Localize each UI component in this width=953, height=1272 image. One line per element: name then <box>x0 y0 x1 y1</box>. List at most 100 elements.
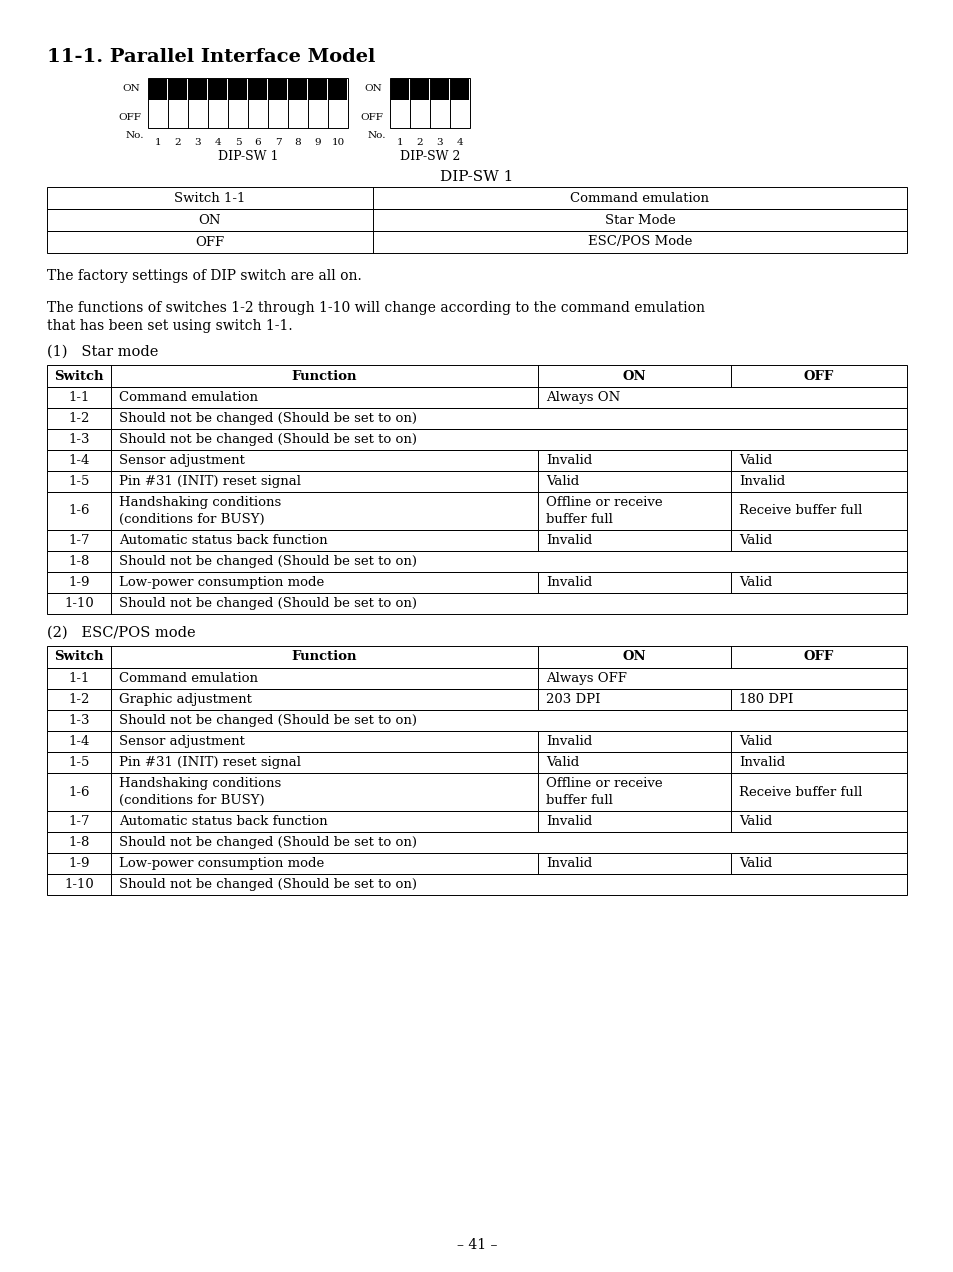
Text: Automatic status back function: Automatic status back function <box>119 534 327 547</box>
Text: Pin #31 (INIT) reset signal: Pin #31 (INIT) reset signal <box>119 756 301 770</box>
Text: Low-power consumption mode: Low-power consumption mode <box>119 576 324 589</box>
Text: Valid: Valid <box>739 454 771 467</box>
Text: Receive buffer full: Receive buffer full <box>739 786 862 799</box>
Text: (2)   ESC/POS mode: (2) ESC/POS mode <box>47 626 195 640</box>
Bar <box>47 710 906 731</box>
Text: Valid: Valid <box>739 576 771 589</box>
Text: Valid: Valid <box>739 534 771 547</box>
Text: Switch: Switch <box>54 369 104 383</box>
Bar <box>249 79 267 100</box>
Bar <box>47 492 906 530</box>
Bar <box>47 232 906 253</box>
Bar <box>47 773 906 812</box>
Text: ESC/POS Mode: ESC/POS Mode <box>587 235 692 248</box>
Text: The functions of switches 1-2 through 1-10 will change according to the command : The functions of switches 1-2 through 1-… <box>47 301 704 315</box>
Text: ON: ON <box>122 84 139 93</box>
Text: ON: ON <box>622 650 645 664</box>
Text: 1-10: 1-10 <box>64 878 93 890</box>
Text: 1-6: 1-6 <box>69 786 90 799</box>
Bar <box>47 471 906 492</box>
Bar <box>451 79 469 100</box>
Text: Automatic status back function: Automatic status back function <box>119 815 327 828</box>
Bar <box>47 209 906 232</box>
Bar <box>47 689 906 710</box>
Text: 1-5: 1-5 <box>69 474 90 488</box>
Text: Offline or receive: Offline or receive <box>545 777 662 790</box>
Text: 1-10: 1-10 <box>64 597 93 611</box>
Text: 1-2: 1-2 <box>69 412 90 425</box>
Bar <box>47 387 906 408</box>
Text: 1-3: 1-3 <box>69 432 90 446</box>
Bar <box>47 429 906 450</box>
Text: (conditions for BUSY): (conditions for BUSY) <box>119 794 264 806</box>
Bar <box>47 365 906 387</box>
Text: 1-4: 1-4 <box>69 735 90 748</box>
Bar <box>269 79 287 100</box>
Bar <box>47 551 906 572</box>
Text: 203 DPI: 203 DPI <box>545 693 599 706</box>
Text: (conditions for BUSY): (conditions for BUSY) <box>119 513 264 525</box>
Text: 2: 2 <box>174 137 181 148</box>
Bar <box>391 79 409 100</box>
Text: Should not be changed (Should be set to on): Should not be changed (Should be set to … <box>119 597 416 611</box>
Bar <box>148 78 348 128</box>
Text: Valid: Valid <box>739 735 771 748</box>
Text: Function: Function <box>292 650 356 664</box>
Text: 1: 1 <box>396 137 403 148</box>
Bar <box>309 79 327 100</box>
Bar <box>189 79 207 100</box>
Text: Invalid: Invalid <box>739 474 784 488</box>
Text: Function: Function <box>292 369 356 383</box>
Bar <box>47 408 906 429</box>
Text: Invalid: Invalid <box>739 756 784 770</box>
Text: 9: 9 <box>314 137 321 148</box>
Text: (1)   Star mode: (1) Star mode <box>47 345 158 359</box>
Text: No.: No. <box>368 131 386 140</box>
Text: OFF: OFF <box>803 369 833 383</box>
Text: Should not be changed (Should be set to on): Should not be changed (Should be set to … <box>119 412 416 425</box>
Text: Command emulation: Command emulation <box>119 672 257 686</box>
Text: 3: 3 <box>194 137 201 148</box>
Text: The factory settings of DIP switch are all on.: The factory settings of DIP switch are a… <box>47 268 361 282</box>
Text: Handshaking conditions: Handshaking conditions <box>119 777 281 790</box>
Text: Invalid: Invalid <box>545 815 592 828</box>
Text: 5: 5 <box>234 137 241 148</box>
Text: 180 DPI: 180 DPI <box>739 693 793 706</box>
Text: Switch: Switch <box>54 650 104 664</box>
Bar <box>209 79 227 100</box>
Text: ON: ON <box>198 214 221 226</box>
Text: ON: ON <box>364 84 381 93</box>
Text: DIP-SW 2: DIP-SW 2 <box>399 150 459 163</box>
Text: Invalid: Invalid <box>545 857 592 870</box>
Text: Offline or receive: Offline or receive <box>545 496 662 509</box>
Text: DIP-SW 1: DIP-SW 1 <box>440 170 513 184</box>
Text: Valid: Valid <box>739 815 771 828</box>
Text: 3: 3 <box>436 137 443 148</box>
Text: Invalid: Invalid <box>545 454 592 467</box>
Text: 1-1: 1-1 <box>69 672 90 686</box>
Text: 2: 2 <box>416 137 423 148</box>
Text: ON: ON <box>622 369 645 383</box>
Text: 4: 4 <box>214 137 221 148</box>
Text: buffer full: buffer full <box>545 513 612 525</box>
Text: OFF: OFF <box>359 113 382 122</box>
Text: OFF: OFF <box>803 650 833 664</box>
Text: Low-power consumption mode: Low-power consumption mode <box>119 857 324 870</box>
Text: 7: 7 <box>274 137 281 148</box>
Text: Should not be changed (Should be set to on): Should not be changed (Should be set to … <box>119 836 416 848</box>
Bar <box>229 79 247 100</box>
Text: Invalid: Invalid <box>545 534 592 547</box>
Bar <box>47 812 906 832</box>
Text: Always ON: Always ON <box>545 391 619 404</box>
Text: Graphic adjustment: Graphic adjustment <box>119 693 252 706</box>
Bar <box>149 79 167 100</box>
Bar <box>169 79 187 100</box>
Bar <box>47 530 906 551</box>
Bar <box>47 593 906 614</box>
Text: DIP-SW 1: DIP-SW 1 <box>217 150 278 163</box>
Text: that has been set using switch 1-1.: that has been set using switch 1-1. <box>47 319 293 333</box>
Text: 1-8: 1-8 <box>69 836 90 848</box>
Text: Should not be changed (Should be set to on): Should not be changed (Should be set to … <box>119 555 416 569</box>
Text: 8: 8 <box>294 137 301 148</box>
Bar <box>47 668 906 689</box>
